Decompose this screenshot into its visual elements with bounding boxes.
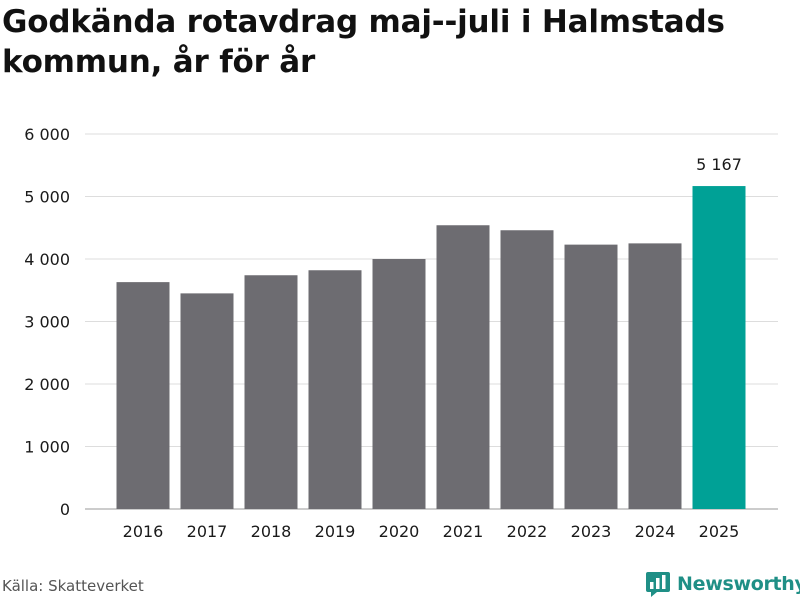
x-tick-label: 2018 <box>251 522 292 541</box>
x-axis-ticks: 2016 2017 2018 2019 2020 2021 2022 2023 2024 2025 <box>123 522 740 541</box>
bar <box>628 243 682 509</box>
data-labels: 5 167 <box>696 155 742 174</box>
chart-title: Godkända rotavdrag maj--juli i Halmstads… <box>2 4 725 80</box>
y-tick-label: 0 <box>60 500 70 519</box>
y-tick-label: 5 000 <box>24 188 70 207</box>
x-tick-label: 2023 <box>571 522 612 541</box>
source-note: Källa: Skatteverket <box>2 577 144 595</box>
x-tick-label: 2024 <box>635 522 676 541</box>
y-axis-ticks: 0 1 000 2 000 3 000 4 000 5 000 6 000 <box>24 125 70 519</box>
y-tick-label: 6 000 <box>24 125 70 144</box>
x-tick-label: 2016 <box>123 522 164 541</box>
y-tick-label: 3 000 <box>24 313 70 332</box>
data-label: 5 167 <box>696 155 742 174</box>
y-tick-label: 2 000 <box>24 375 70 394</box>
bar <box>116 282 170 509</box>
bar <box>500 230 554 509</box>
bar <box>244 275 298 509</box>
x-tick-label: 2019 <box>315 522 356 541</box>
bar <box>564 244 618 509</box>
brand-name: Newsworthy <box>677 573 800 595</box>
y-tick-label: 1 000 <box>24 438 70 457</box>
x-tick-label: 2021 <box>443 522 484 541</box>
brand-logo: Newsworthy <box>645 568 800 600</box>
x-tick-label: 2020 <box>379 522 420 541</box>
bars <box>116 186 746 509</box>
y-tick-label: 4 000 <box>24 250 70 269</box>
bar-highlighted <box>692 186 746 509</box>
bar <box>436 225 490 509</box>
x-tick-label: 2025 <box>699 522 740 541</box>
bar <box>180 293 234 509</box>
x-tick-label: 2017 <box>187 522 228 541</box>
bar <box>308 270 362 509</box>
bar-chart-icon <box>646 572 670 597</box>
x-tick-label: 2022 <box>507 522 548 541</box>
bar <box>372 259 426 509</box>
